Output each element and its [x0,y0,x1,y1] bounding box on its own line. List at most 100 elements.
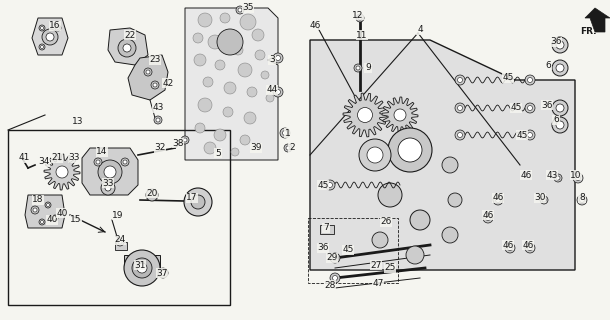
Text: 45: 45 [342,245,354,254]
Circle shape [282,131,287,135]
Text: 43: 43 [547,171,558,180]
Circle shape [455,75,465,85]
Circle shape [356,66,360,70]
Circle shape [57,27,60,29]
Text: 28: 28 [325,281,336,290]
Circle shape [31,206,39,214]
Circle shape [332,255,337,260]
Circle shape [40,220,43,223]
Circle shape [118,240,122,244]
Circle shape [146,70,150,74]
Circle shape [280,128,290,138]
Circle shape [552,117,568,133]
Circle shape [575,175,581,180]
Text: 20: 20 [146,188,158,197]
Text: 40: 40 [56,209,68,218]
Text: 3: 3 [269,55,275,65]
Circle shape [55,25,61,31]
Text: 14: 14 [96,148,108,156]
Circle shape [198,98,212,112]
Circle shape [151,81,159,89]
Text: 36: 36 [317,244,329,252]
Bar [320,225,334,234]
Text: 33: 33 [102,179,113,188]
Circle shape [556,176,560,180]
Text: 15: 15 [70,215,82,225]
Circle shape [40,27,43,29]
Text: 12: 12 [353,11,364,20]
Circle shape [33,208,37,212]
Circle shape [160,270,165,276]
Circle shape [154,116,162,124]
Text: 33: 33 [68,154,80,163]
Text: 10: 10 [570,171,582,180]
Circle shape [98,160,122,184]
Circle shape [39,219,45,225]
Circle shape [123,44,131,52]
Polygon shape [343,93,387,137]
Circle shape [448,193,462,207]
Circle shape [540,196,548,204]
Circle shape [266,94,274,102]
Text: 46: 46 [502,241,514,250]
Text: 19: 19 [112,211,124,220]
Circle shape [455,103,465,113]
Circle shape [247,87,257,97]
Text: 6: 6 [553,116,559,124]
Circle shape [406,246,424,264]
Circle shape [223,107,233,117]
Circle shape [483,213,493,223]
Circle shape [552,60,568,76]
Circle shape [46,204,49,206]
Text: 7: 7 [323,223,329,233]
Text: 45: 45 [317,180,329,189]
Circle shape [54,217,57,220]
Circle shape [42,29,58,45]
Circle shape [231,148,239,156]
Text: 2: 2 [289,143,295,153]
Circle shape [525,75,535,85]
Text: 18: 18 [32,196,44,204]
Text: 41: 41 [18,154,30,163]
Text: 31: 31 [134,260,146,269]
Circle shape [40,45,43,49]
Circle shape [388,128,432,172]
Circle shape [238,8,242,12]
Circle shape [354,64,362,72]
Circle shape [358,16,362,20]
Circle shape [96,160,100,164]
Text: 36: 36 [550,37,562,46]
Circle shape [238,63,252,77]
Text: 36: 36 [541,100,553,109]
Circle shape [276,55,281,60]
Circle shape [224,82,236,94]
Circle shape [357,108,373,123]
Circle shape [240,14,256,30]
Circle shape [191,195,205,209]
Circle shape [493,195,503,205]
Polygon shape [44,154,80,190]
Text: 1: 1 [285,129,291,138]
Text: 38: 38 [172,139,184,148]
Circle shape [144,68,152,76]
Circle shape [104,166,116,178]
Circle shape [528,77,533,83]
Text: 22: 22 [124,30,135,39]
Circle shape [542,198,546,202]
Circle shape [367,147,383,163]
Circle shape [105,185,111,191]
Circle shape [203,77,213,87]
Circle shape [56,166,68,178]
Bar [308,218,398,283]
Circle shape [556,121,564,129]
Circle shape [372,232,388,248]
Text: 45: 45 [511,103,522,113]
Text: 27: 27 [370,260,382,269]
Circle shape [442,157,458,173]
Text: 6: 6 [545,60,551,69]
Text: 21: 21 [51,154,63,163]
Circle shape [233,45,243,55]
Circle shape [252,29,264,41]
Circle shape [525,243,535,253]
Circle shape [325,180,335,190]
